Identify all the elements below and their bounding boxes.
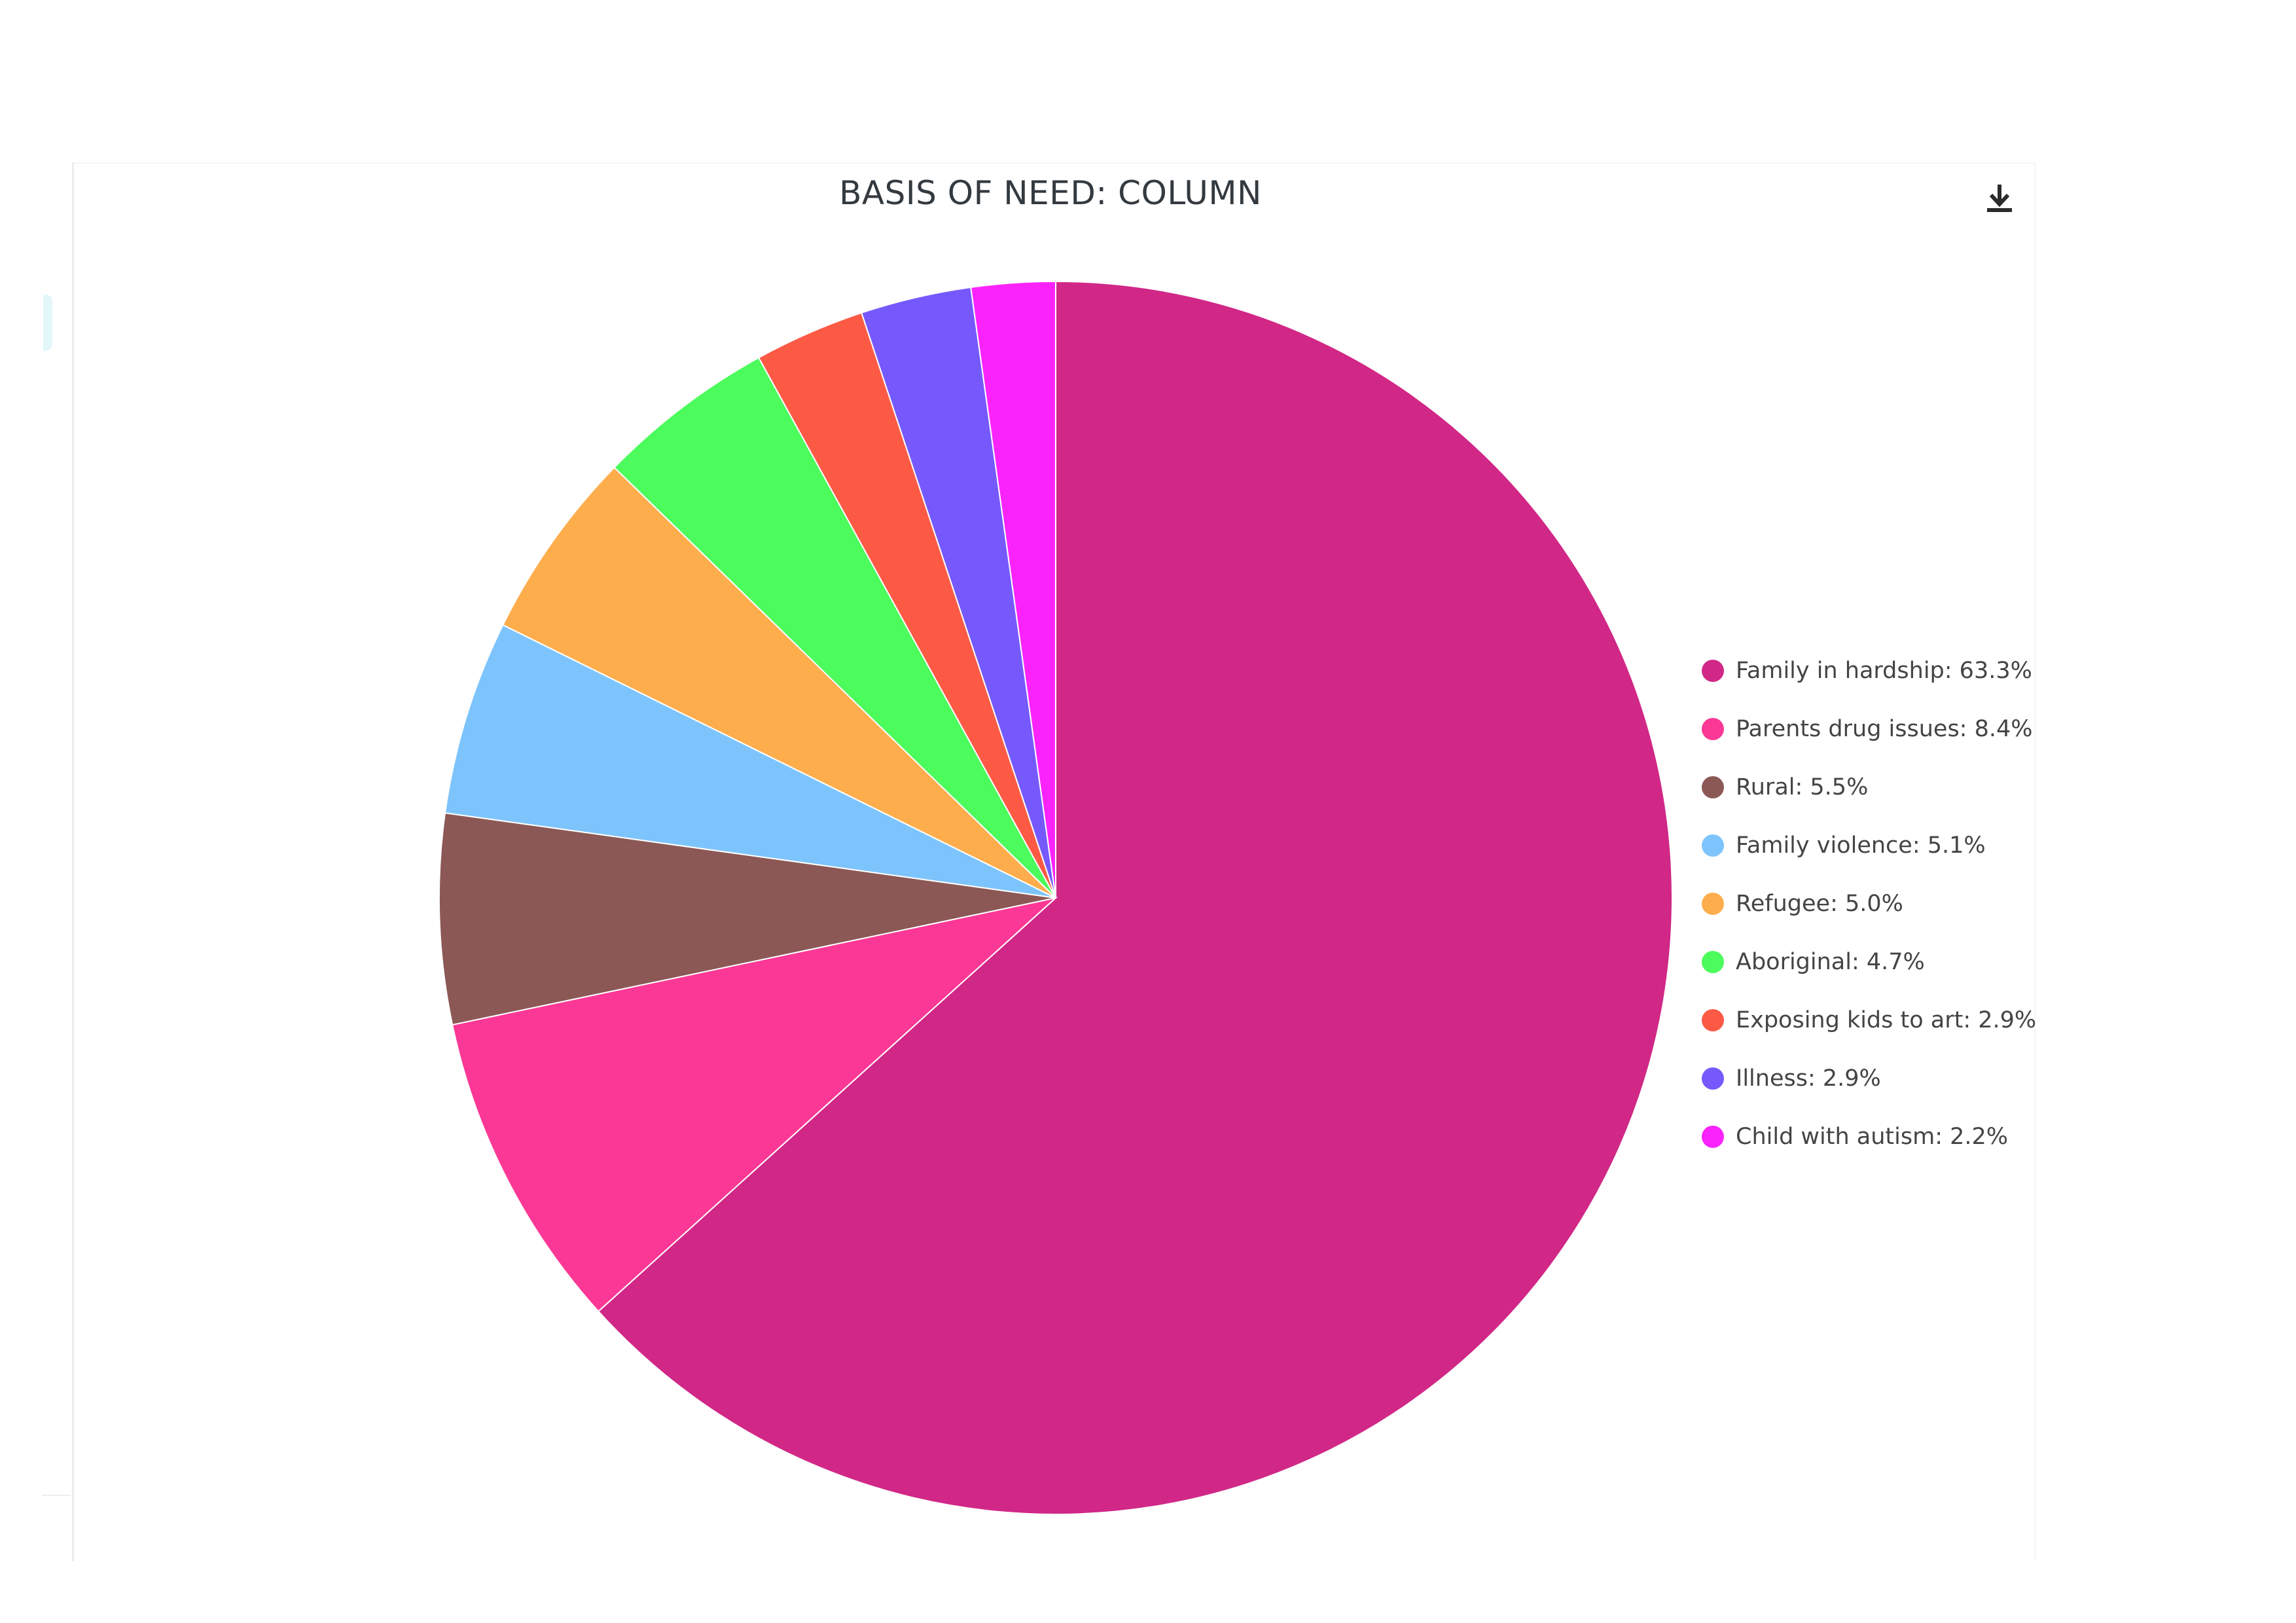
chart-card [72,162,2036,1561]
pie-slice-refugee[interactable] [502,466,1056,899]
legend-item-illness[interactable]: Illness: 2.9% [1702,1049,2042,1107]
divider [42,1495,71,1496]
legend-swatch [1702,892,1724,915]
legend-swatch [1702,834,1724,857]
legend-label: Aboriginal: 4.7% [1736,948,1925,975]
legend-item-rural[interactable]: Rural: 5.5% [1702,758,2042,816]
legend-swatch [1702,1125,1724,1148]
legend-label: Family in hardship: 63.3% [1736,657,2032,684]
pie-slice-family-violence[interactable] [444,624,1056,899]
legend-item-exposing-kids-to-art[interactable]: Exposing kids to art: 2.9% [1702,991,2042,1049]
legend-item-family-in-hardship[interactable]: Family in hardship: 63.3% [1702,641,2042,700]
chart-title: BASIS OF NEED: COLUMN [839,174,1262,212]
legend-label: Family violence: 5.1% [1736,832,1986,859]
legend-label: Child with autism: 2.2% [1736,1123,2009,1150]
pie-slice-family-in-hardship[interactable] [597,280,1673,1515]
legend-label: Rural: 5.5% [1736,774,1869,800]
chart-legend: Family in hardship: 63.3% Parents drug is… [1702,641,2042,1166]
legend-swatch [1702,717,1724,740]
legend-item-family-violence[interactable]: Family violence: 5.1% [1702,816,2042,874]
pie-slice-child-with-autism[interactable] [970,280,1056,899]
side-panel-tab[interactable] [43,294,52,351]
legend-label: Refugee: 5.0% [1736,890,1903,917]
pie-slice-rural[interactable] [439,812,1056,1026]
pie-slice-parents-drug-issues[interactable] [451,897,1058,1313]
legend-swatch [1702,776,1724,798]
legend-swatch [1702,1008,1724,1031]
download-icon [1987,185,2012,212]
legend-item-child-with-autism[interactable]: Child with autism: 2.2% [1702,1107,2042,1166]
legend-label: Parents drug issues: 8.4% [1736,715,2033,742]
legend-item-parents-drug-issues[interactable]: Parents drug issues: 8.4% [1702,700,2042,758]
legend-label: Illness: 2.9% [1736,1065,1881,1092]
legend-swatch [1702,659,1724,682]
pie-slice-aboriginal[interactable] [613,357,1056,899]
download-button[interactable] [1977,177,2022,223]
legend-item-refugee[interactable]: Refugee: 5.0% [1702,874,2042,933]
legend-swatch [1702,950,1724,973]
legend-label: Exposing kids to art: 2.9% [1736,1007,2037,1033]
legend-swatch [1702,1067,1724,1090]
legend-item-aboriginal[interactable]: Aboriginal: 4.7% [1702,933,2042,991]
